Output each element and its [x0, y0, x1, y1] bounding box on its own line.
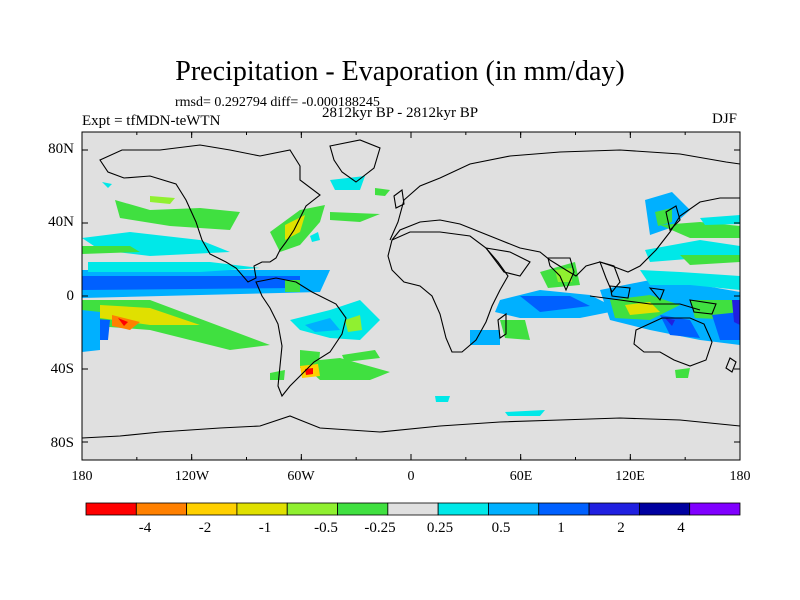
anomaly-patch [700, 215, 740, 225]
colorbar [85, 502, 741, 516]
x-tick-label: 120W [174, 469, 210, 484]
coastlines [81, 139, 741, 439]
colorbar-box [85, 502, 137, 516]
colorbar-label: -4 [138, 520, 152, 536]
madagascar-coastline [497, 312, 507, 339]
africa-coastline [387, 231, 509, 353]
anomaly-patch [82, 276, 300, 290]
anomaly-patch [520, 296, 590, 312]
anomaly-patch [310, 232, 320, 242]
indonesia-coastline [589, 285, 717, 315]
y-tick-label: 40S [50, 361, 74, 377]
colorbar-box [588, 502, 640, 516]
anomaly-patch [345, 315, 362, 332]
anomaly-patch [555, 268, 572, 282]
anomaly-patch [680, 255, 740, 265]
anomaly-patch [300, 358, 390, 380]
colorbar-label: 2 [617, 520, 625, 536]
colorbar-label: -1 [258, 520, 272, 536]
colorbar-label: 0.5 [491, 520, 511, 536]
y-tick-label: 80S [50, 435, 74, 451]
season-label: DJF [712, 111, 738, 127]
x-tick-label: 180 [729, 469, 751, 484]
anomaly-patch [330, 212, 380, 222]
arabia-coastline [484, 247, 531, 277]
anomaly-patch [88, 262, 260, 272]
north-america-coastline [99, 144, 321, 283]
y-tick-label: 40N [48, 214, 74, 230]
anomaly-patch [712, 312, 740, 340]
colorbar-box [135, 502, 188, 516]
colorbar-label: -0.5 [314, 520, 338, 536]
anomaly-patch [285, 280, 300, 292]
india-coastline [547, 257, 575, 292]
anomaly-field [82, 176, 740, 416]
x-tick-label: 0 [407, 469, 415, 484]
anomaly-patch [375, 188, 390, 196]
anomaly-patch [625, 302, 660, 315]
anomaly-patch [675, 368, 690, 378]
colorbar-label: -0.25 [364, 520, 396, 536]
colorbar-box [337, 502, 389, 516]
colorbar-box [437, 502, 489, 516]
colorbar-box [689, 502, 741, 516]
anomaly-patch [305, 318, 340, 332]
colorbar-box [286, 502, 338, 516]
australia-coastline [633, 317, 713, 367]
stats-text: rmsd= 0.292794 diff= -0.000188245 [175, 95, 380, 110]
anomaly-patch [115, 200, 240, 230]
anomaly-patch [102, 182, 112, 188]
anomaly-patch [660, 222, 740, 238]
colorbar-label: 1 [557, 520, 565, 536]
greenland-coastline [329, 139, 381, 183]
y-tick-label: 0 [66, 288, 75, 304]
x-tick-label: 120E [615, 469, 645, 484]
colorbar-box [186, 502, 238, 516]
anomaly-patch [435, 396, 450, 402]
anomaly-patch [82, 246, 140, 254]
colorbar-box [236, 502, 288, 516]
anomaly-patch [640, 270, 740, 290]
anomaly-patch [665, 318, 675, 326]
colorbar-box [387, 502, 439, 516]
anomaly-patch [82, 310, 100, 352]
colorbar-box [488, 502, 540, 516]
anomaly-patch [505, 410, 545, 416]
map-title: Precipitation - Evaporation (in mm/day) [175, 56, 625, 87]
anomaly-patch [118, 318, 128, 326]
anomaly-patch [600, 280, 740, 345]
anomaly-patch [500, 320, 530, 340]
anomaly-patch [732, 300, 740, 325]
anomaly-patch [270, 370, 285, 380]
x-tick-label: 180 [71, 469, 93, 484]
japan-coastline [665, 205, 681, 232]
experiment-label: Expt = tfMDN-teWTN [82, 113, 221, 129]
anomaly-patch [330, 176, 365, 190]
colorbar-box [538, 502, 590, 516]
anomaly-patch [342, 350, 380, 362]
colorbar-label: -2 [198, 520, 212, 536]
colorbar-label: 4 [677, 520, 685, 536]
period-label: 2812kyr BP - 2812kyr BP [322, 105, 479, 121]
south-america-coastline [255, 277, 347, 398]
antarctica-coastline [81, 415, 741, 439]
colorbar-label: 0.25 [426, 520, 454, 536]
uk-coastline [393, 189, 405, 209]
colorbar-box [638, 502, 691, 516]
anomaly-patch [150, 196, 175, 204]
anomaly-patch [470, 330, 500, 345]
y-tick-label: 80N [48, 141, 74, 157]
new-zealand-coastline [725, 357, 737, 373]
x-tick-label: 60E [509, 469, 533, 484]
axis-ticks [81, 132, 741, 460]
x-tick-label: 60W [287, 469, 315, 484]
